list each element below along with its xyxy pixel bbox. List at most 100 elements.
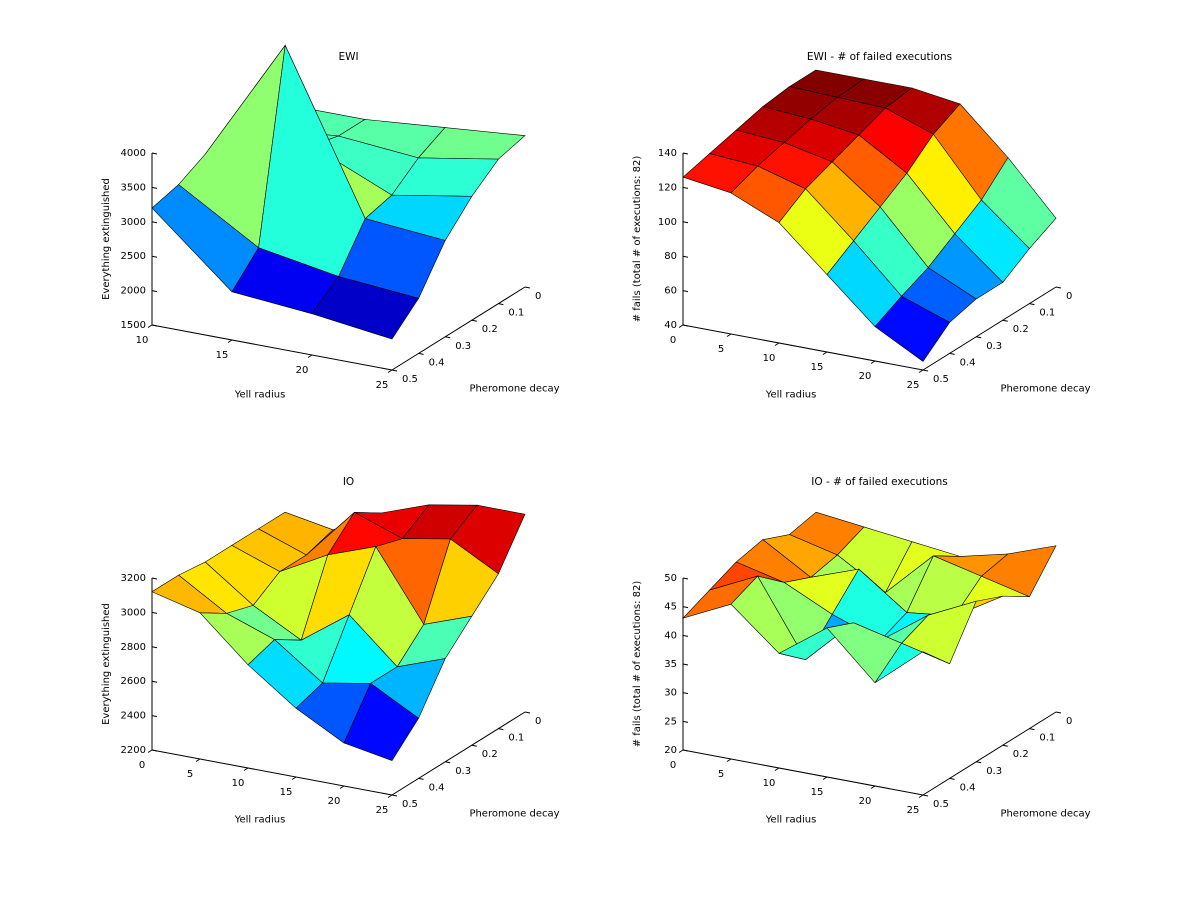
z-tick — [682, 324, 689, 327]
y-tick — [418, 777, 424, 780]
plot-title: EWI - # of failed executions — [807, 51, 952, 63]
plot-title: EWI — [338, 51, 358, 63]
y-tick — [498, 303, 504, 306]
y-tick-label: 0.3 — [455, 766, 471, 777]
z-tick-label: 3000 — [121, 607, 146, 618]
y-tick-label: 0.1 — [508, 308, 524, 319]
y-axis-label: Pheromone decay — [1000, 809, 1090, 820]
z-tick-label: 2200 — [121, 745, 146, 756]
x-tick — [822, 351, 828, 355]
z-tick — [151, 221, 158, 224]
y-axis — [391, 286, 526, 371]
y-tick-label: 0.5 — [933, 799, 949, 810]
y-tick — [418, 352, 424, 355]
z-axis-label: Everything extinguished — [101, 603, 112, 725]
y-axis-label: Pheromone decay — [469, 384, 559, 395]
y-tick-label: 0.5 — [402, 799, 418, 810]
x-tick-label: 0 — [139, 760, 145, 771]
x-axis-label: Yell radius — [765, 815, 817, 826]
y-tick-label: 0.1 — [1039, 308, 1055, 319]
z-tick — [151, 646, 158, 649]
z-tick — [151, 186, 158, 189]
y-tick-label: 0.4 — [960, 357, 976, 368]
y-tick-label: 0.4 — [429, 357, 445, 368]
surface-face — [874, 642, 950, 684]
z-tick — [682, 577, 689, 580]
y-tick-label: 0 — [535, 291, 541, 302]
y-tick — [922, 369, 929, 372]
z-tick-label: 3200 — [121, 573, 146, 584]
y-tick — [471, 744, 477, 747]
y-tick-label: 0.5 — [402, 374, 418, 385]
y-tick — [524, 286, 531, 289]
z-tick-label: 40 — [664, 320, 677, 331]
y-tick — [445, 761, 451, 764]
x-tick-label: 20 — [859, 796, 872, 807]
x-tick — [195, 758, 201, 762]
z-tick — [151, 749, 158, 752]
z-tick — [151, 680, 158, 683]
surface-face — [311, 276, 420, 340]
x-axis — [682, 324, 924, 371]
plot-title: IO - # of failed executions — [811, 476, 948, 488]
y-tick-label: 0.4 — [429, 782, 445, 793]
x-tick-label: 15 — [811, 362, 824, 373]
surface-face — [874, 295, 951, 362]
x-tick-label: 10 — [763, 353, 776, 364]
z-tick — [682, 606, 689, 609]
z-tick-label: 100 — [658, 217, 677, 228]
x-tick-label: 15 — [216, 350, 229, 361]
y-tick-label: 0.2 — [482, 749, 498, 760]
y-tick — [1055, 711, 1062, 714]
z-tick-label: 80 — [664, 251, 677, 262]
z-tick — [682, 186, 689, 189]
plot-title: IO — [343, 476, 354, 488]
y-tick — [1029, 303, 1035, 306]
x-tick — [147, 324, 153, 328]
z-tick-label: 2600 — [121, 676, 146, 687]
x-tick — [918, 369, 924, 373]
x-tick — [387, 794, 393, 798]
y-tick — [1002, 744, 1008, 747]
x-tick — [387, 369, 393, 373]
y-tick — [949, 352, 955, 355]
y-axis — [922, 286, 1057, 371]
z-tick — [682, 152, 689, 155]
y-tick — [1002, 319, 1008, 322]
y-tick-label: 0.2 — [482, 324, 498, 335]
y-tick-label: 0.4 — [960, 782, 976, 793]
z-axis-label: # fails (total # of executions: 82) — [632, 581, 643, 748]
x-axis-label: Yell radius — [765, 390, 817, 401]
y-tick — [445, 336, 451, 339]
y-tick-label: 0.2 — [1013, 749, 1029, 760]
x-tick-label: 5 — [187, 769, 193, 780]
z-tick-label: 2400 — [121, 711, 146, 722]
x-tick-label: 10 — [136, 335, 149, 346]
x-tick — [147, 749, 153, 753]
y-tick-label: 0.3 — [986, 766, 1002, 777]
z-tick — [151, 290, 158, 293]
y-tick-label: 0 — [535, 716, 541, 727]
z-tick-label: 4000 — [121, 148, 146, 159]
x-axis — [151, 749, 393, 796]
z-tick-label: 30 — [664, 688, 677, 699]
z-tick — [682, 290, 689, 293]
x-tick-label: 0 — [670, 760, 676, 771]
z-tick-label: 3000 — [121, 217, 146, 228]
x-tick — [918, 794, 924, 798]
y-tick — [976, 336, 982, 339]
y-tick — [949, 777, 955, 780]
x-tick — [339, 785, 345, 789]
x-tick — [291, 776, 297, 780]
x-tick — [822, 776, 828, 780]
x-tick — [726, 758, 732, 762]
x-tick-label: 20 — [296, 365, 309, 376]
y-axis-label: Pheromone decay — [469, 809, 559, 820]
y-tick — [524, 711, 531, 714]
z-axis-label: # fails (total # of executions: 82) — [632, 156, 643, 323]
z-tick-label: 2500 — [121, 251, 146, 262]
y-tick-label: 0.2 — [1013, 324, 1029, 335]
z-tick-label: 2800 — [121, 642, 146, 653]
x-tick — [726, 333, 732, 337]
